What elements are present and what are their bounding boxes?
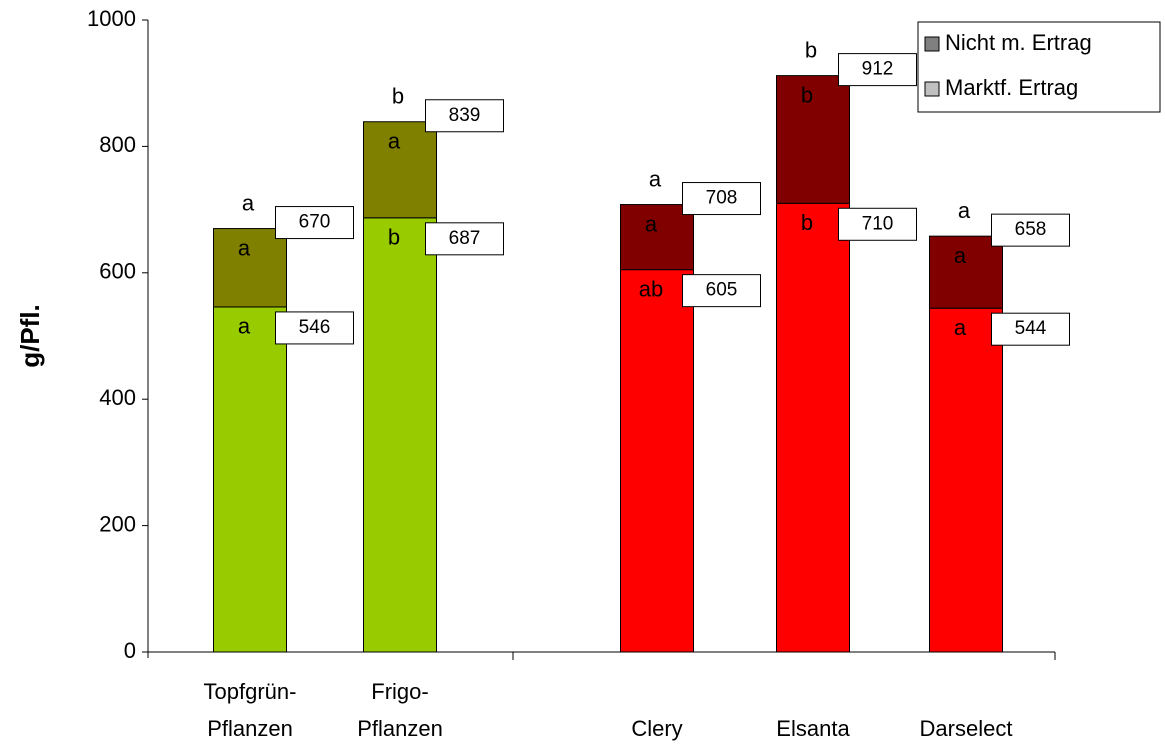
value-label: 708 (706, 188, 738, 209)
bar-segment (929, 235, 1003, 309)
bar-segment (213, 228, 287, 308)
bar-segment (776, 202, 850, 653)
bar-segment (776, 75, 850, 204)
bar-segment (363, 121, 437, 219)
x-tick-label-line: Pflanzen (207, 716, 293, 741)
legend-label: Marktf. Ertrag (945, 75, 1078, 100)
value-label: 546 (299, 317, 331, 338)
y-tick-label: 600 (99, 259, 136, 284)
legend-label: Nicht m. Ertrag (945, 30, 1092, 55)
y-tick-label: 200 (99, 511, 136, 536)
x-tick-label: Frigo- Pflanzen (357, 679, 443, 741)
value-label-box (838, 53, 917, 87)
significance-letter: b (801, 210, 813, 235)
value-label: 658 (1015, 219, 1047, 240)
significance-letter: a (238, 235, 251, 260)
legend-box (917, 21, 1161, 113)
value-label-box (425, 222, 504, 256)
total-letter: a (649, 166, 662, 191)
x-tick-label-line: Clery (631, 716, 682, 741)
significance-letter: b (388, 225, 400, 250)
value-label-box (991, 312, 1070, 346)
y-tick-label: 800 (99, 132, 136, 157)
value-label: 710 (862, 213, 894, 234)
x-tick-label-line: Elsanta (776, 716, 850, 741)
bar-segment (620, 269, 694, 653)
x-tick-label-line: Darselect (920, 716, 1013, 741)
x-tick-label: Clery (631, 716, 682, 741)
value-label: 544 (1015, 318, 1047, 339)
value-label: 670 (299, 212, 331, 233)
x-tick-label: Darselect (920, 716, 1013, 741)
total-letter: a (242, 190, 255, 215)
value-label: 687 (449, 228, 481, 249)
value-label: 912 (862, 59, 894, 80)
y-tick-label: 0 (124, 638, 136, 663)
y-axis-label: g/Pfl. (15, 304, 45, 368)
legend-swatch (924, 81, 940, 97)
x-tick-label: Elsanta (776, 716, 850, 741)
value-label-box (275, 311, 354, 345)
x-tick-label-line: Topfgrün- (204, 679, 297, 704)
legend-swatch (924, 36, 940, 52)
significance-letter: a (954, 315, 967, 340)
significance-letter: a (388, 129, 401, 154)
y-tick-label: 400 (99, 385, 136, 410)
total-letter: b (392, 84, 404, 109)
value-label: 839 (449, 105, 481, 126)
value-label: 605 (706, 280, 738, 301)
x-tick-label-line: Pflanzen (357, 716, 443, 741)
value-label-box (275, 206, 354, 240)
bar-segment (620, 204, 694, 271)
bar-segment (363, 217, 437, 653)
bar-segment (213, 306, 287, 653)
total-letter: a (958, 198, 971, 223)
significance-letter: a (954, 243, 967, 268)
significance-letter: a (238, 314, 251, 339)
total-letter: b (805, 37, 817, 62)
value-label-box (682, 182, 761, 216)
significance-letter: ab (639, 276, 663, 301)
value-label-box (991, 213, 1070, 247)
significance-letter: b (801, 82, 813, 107)
x-tick-label-line: Frigo- (371, 679, 428, 704)
value-label-box (682, 274, 761, 308)
x-tick-label: Topfgrün- Pflanzen (204, 679, 297, 741)
bar-segment (929, 307, 1003, 653)
value-label-box (425, 99, 504, 133)
y-tick-label: 1000 (87, 6, 136, 31)
value-label-box (838, 207, 917, 241)
significance-letter: a (645, 211, 658, 236)
